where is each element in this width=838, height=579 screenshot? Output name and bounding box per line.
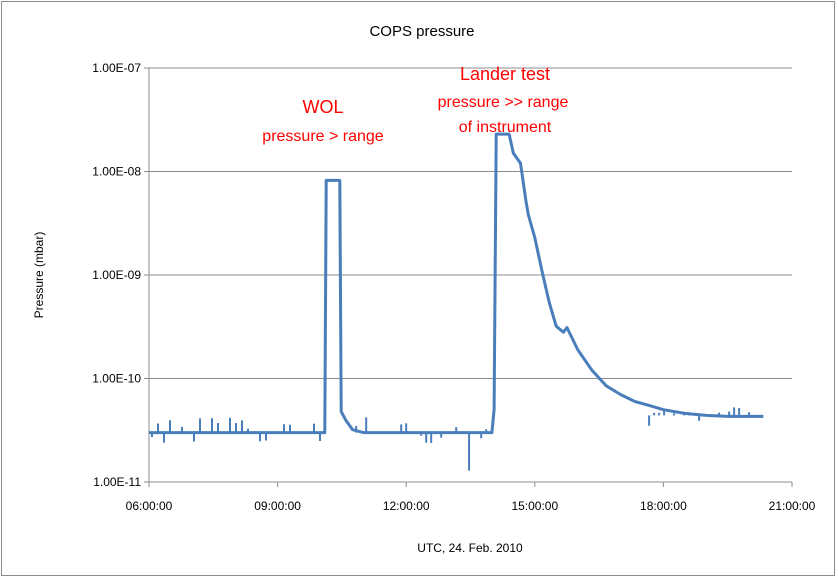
annotation-lander: Lander test pressure >> range of instrum… — [438, 64, 569, 136]
y-tick-label: 1.00E-09 — [92, 268, 141, 282]
y-tick-label: 1.00E-11 — [93, 475, 141, 489]
baseline-noise-spikes — [151, 407, 751, 471]
x-tick-label: 15:00:00 — [511, 499, 558, 513]
x-tick-label: 18:00:00 — [640, 499, 687, 513]
annotation-lander-line1: pressure >> range — [438, 94, 569, 111]
gridlines — [149, 67, 792, 379]
x-axis-label: UTC, 24. Feb. 2010 — [417, 541, 523, 555]
y-axis-label: Pressure (mbar) — [32, 232, 46, 319]
annotation-wol: WOL pressure > range — [262, 97, 384, 145]
y-tick-label: 1.00E-08 — [92, 165, 141, 179]
y-tick-labels: 1.00E-11 1.00E-10 1.00E-09 1.00E-08 1.00E-07 — [92, 61, 149, 489]
annotation-wol-title: WOL — [302, 97, 343, 117]
x-tick-labels: 06:00:00 09:00:00 12:00:00 15:00:00 18:00:00… — [126, 482, 816, 513]
annotation-lander-title: Lander test — [460, 64, 550, 84]
x-tick-label: 06:00:00 — [126, 499, 173, 513]
x-tick-label: 21:00:00 — [769, 499, 816, 513]
annotation-wol-text: pressure > range — [262, 128, 384, 145]
y-tick-label: 1.00E-07 — [92, 61, 141, 75]
x-tick-label: 09:00:00 — [254, 499, 301, 513]
chart-title: COPS pressure — [369, 23, 474, 40]
pressure-series-line — [149, 132, 764, 435]
annotation-lander-line2: of instrument — [459, 119, 552, 136]
x-tick-label: 12:00:00 — [383, 499, 430, 513]
y-tick-label: 1.00E-10 — [92, 372, 141, 386]
